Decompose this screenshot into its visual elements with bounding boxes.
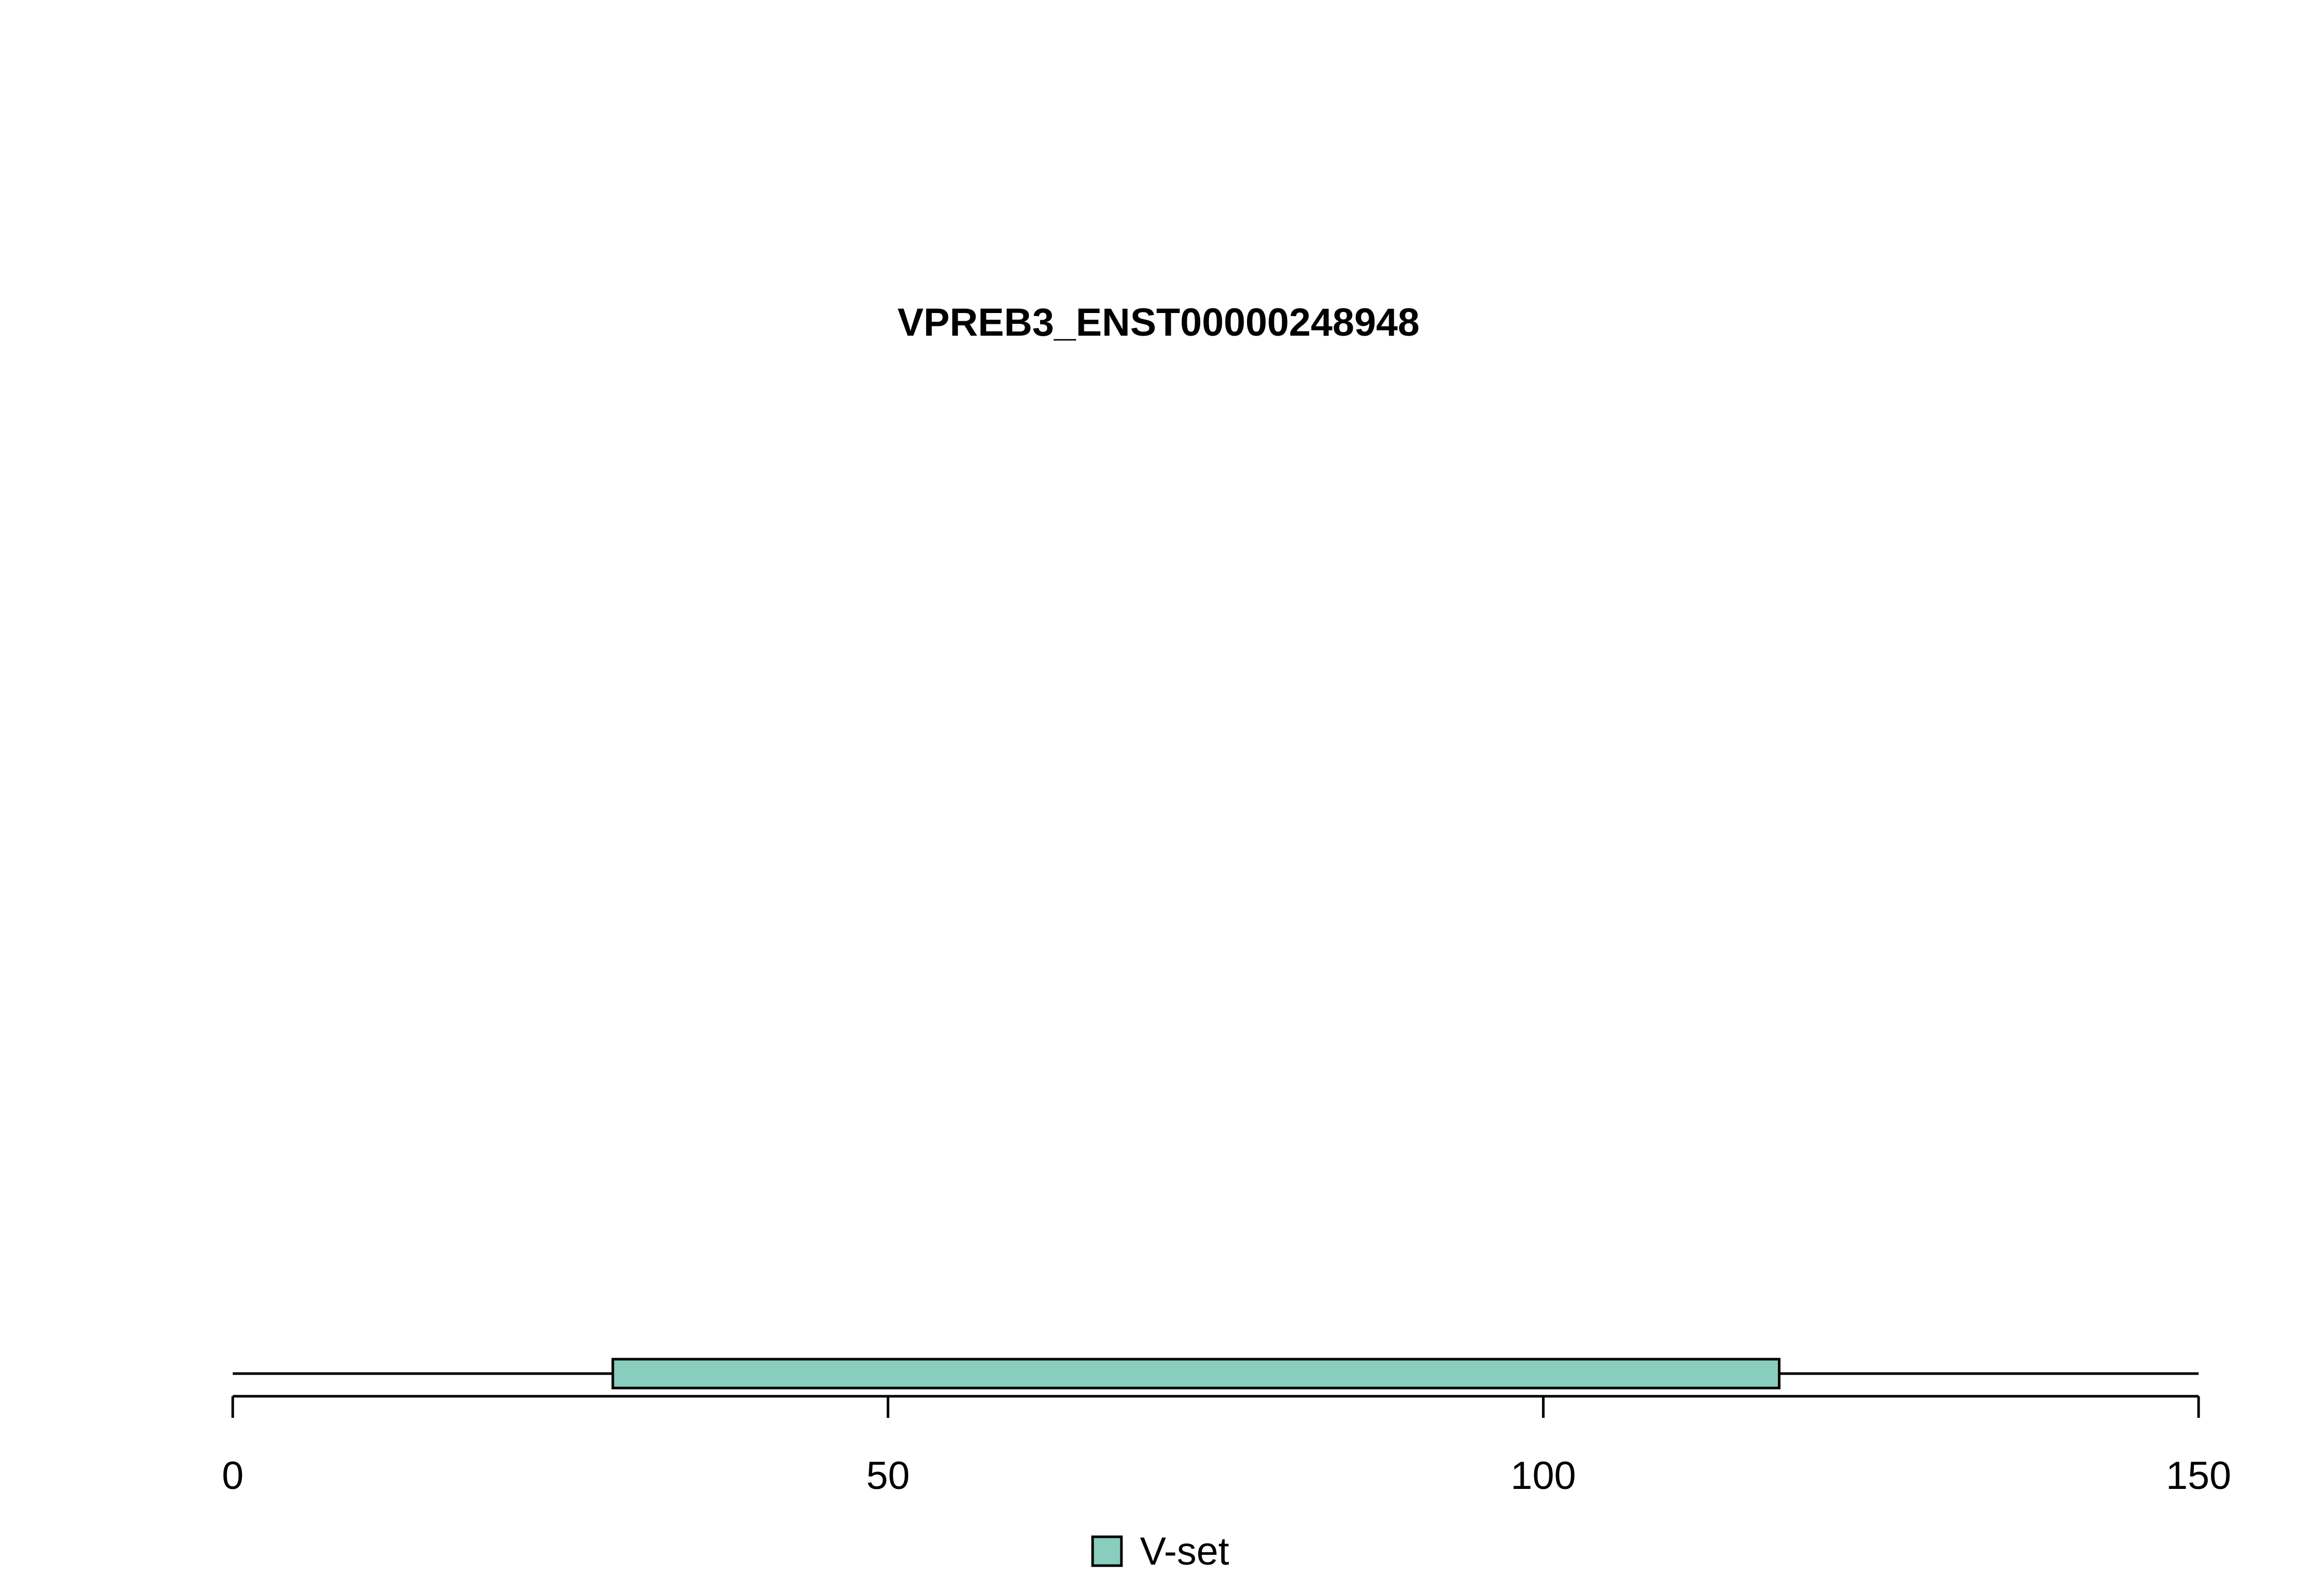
x-tick-label: 0: [222, 1454, 244, 1498]
legend-label: V-set: [1140, 1530, 1229, 1573]
x-tick-label: 100: [1511, 1454, 1576, 1498]
domain-bar-v-set: [611, 1358, 1780, 1390]
legend: V-set: [1091, 1530, 1229, 1573]
chart-title: VPREB3_ENST00000248948: [897, 301, 1420, 344]
domain-layer: [611, 1358, 1780, 1390]
x-tick-label: 150: [2166, 1454, 2232, 1498]
legend-swatch: [1091, 1535, 1123, 1567]
x-tick-label: 50: [866, 1454, 910, 1498]
x-axis: 0 50 100 150: [222, 1395, 2232, 1498]
